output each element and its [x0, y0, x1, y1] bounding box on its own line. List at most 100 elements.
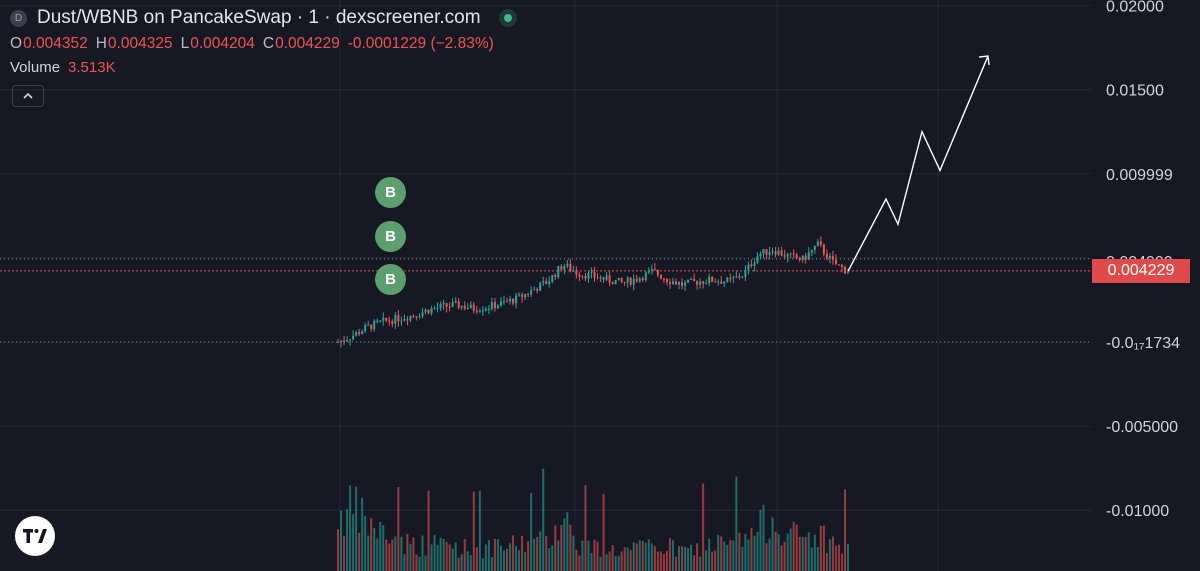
candle-body	[810, 249, 813, 253]
candle-body	[385, 317, 388, 321]
candle-body	[678, 282, 681, 285]
volume-bar	[521, 535, 524, 571]
candle-body	[382, 317, 385, 321]
candle-body	[765, 249, 768, 255]
volume-bar	[629, 550, 632, 571]
candle-body	[756, 255, 759, 263]
volume-bar	[575, 549, 578, 571]
candle-body	[780, 250, 783, 256]
candle-body	[819, 241, 822, 245]
volume-bar	[702, 483, 705, 571]
volume-bar	[545, 535, 548, 571]
candle-body	[373, 320, 376, 330]
close-value: 0.004229	[275, 34, 340, 52]
collapse-legend-button[interactable]	[12, 85, 44, 107]
volume-value: 3.513K	[68, 59, 116, 76]
candle-body	[478, 310, 481, 312]
candle-body	[349, 339, 352, 341]
candle-body	[693, 278, 696, 281]
volume-bar	[762, 504, 765, 571]
volume-bar	[581, 540, 584, 571]
volume-bar	[819, 525, 822, 571]
volume-bar	[780, 545, 783, 571]
candle-body	[454, 301, 457, 303]
candle-body	[427, 309, 430, 314]
volume-bar	[840, 553, 843, 571]
volume-bar	[611, 545, 614, 571]
candle-body	[394, 314, 397, 324]
buy-marker[interactable]: B	[375, 221, 406, 252]
volume-bar	[726, 544, 729, 571]
high-label: H	[95, 34, 107, 52]
volume-bar	[442, 538, 445, 571]
candle-body	[566, 263, 569, 267]
symbol-icon: D	[10, 9, 27, 27]
volume-bar	[638, 540, 641, 571]
candle-body	[569, 263, 572, 271]
volume-bar	[418, 556, 421, 571]
volume-bar	[662, 553, 665, 571]
volume-bar	[723, 541, 726, 571]
candle-body	[759, 253, 762, 256]
volume-bar	[569, 524, 572, 571]
candle-body	[705, 283, 708, 285]
volume-bar	[439, 537, 442, 571]
candle-body	[795, 254, 798, 258]
volume-bar	[593, 539, 596, 571]
volume-bar	[608, 551, 611, 571]
candle-body	[641, 278, 644, 281]
candle-body	[515, 295, 518, 304]
candle-body	[668, 282, 671, 284]
candle-body	[614, 280, 617, 285]
high-value: 0.004325	[107, 34, 173, 52]
candle-body	[499, 301, 502, 306]
candle-body	[714, 281, 717, 283]
volume-bar	[738, 532, 741, 571]
volume-bar	[397, 486, 400, 571]
candle-body	[533, 289, 536, 291]
candle-body	[659, 275, 662, 279]
candle-body	[774, 251, 777, 255]
candle-body	[542, 281, 545, 283]
candle-body	[466, 308, 469, 310]
volume-bar	[756, 531, 759, 571]
volume-bar	[705, 550, 708, 571]
volume-bar	[478, 490, 481, 571]
candle-body	[696, 280, 699, 285]
volume-bar	[430, 544, 433, 571]
volume-bar	[409, 543, 412, 571]
volume-bar	[626, 547, 629, 571]
volume-bar	[822, 525, 825, 571]
candle-body	[512, 298, 515, 304]
candle-body	[632, 278, 635, 285]
volume-bar	[584, 485, 587, 571]
volume-bar	[454, 542, 457, 571]
volume-bar	[412, 537, 415, 571]
candle-body	[530, 290, 533, 295]
tradingview-logo[interactable]	[15, 516, 55, 556]
candle-body	[798, 257, 801, 261]
candle-body	[403, 319, 406, 321]
volume-bar	[656, 551, 659, 571]
candle-body	[496, 305, 499, 309]
volume-bar	[481, 558, 484, 571]
volume-bar	[403, 554, 406, 571]
candle-body	[786, 254, 789, 257]
buy-marker[interactable]: B	[375, 177, 406, 208]
candle-body	[581, 275, 584, 277]
volume-bar	[391, 539, 394, 571]
volume-bar	[394, 536, 397, 571]
volume-bar	[678, 546, 681, 571]
candle-body	[355, 332, 358, 336]
buy-marker[interactable]: B	[375, 264, 406, 295]
volume-bar	[816, 547, 819, 571]
candle-body	[840, 264, 843, 267]
volume-bar	[596, 541, 599, 571]
volume-bar	[708, 538, 711, 571]
volume-bar	[448, 544, 451, 571]
volume-bar	[602, 493, 605, 571]
volume-bar	[753, 535, 756, 571]
candle-body	[807, 252, 810, 260]
open-value: 0.004352	[23, 34, 88, 52]
